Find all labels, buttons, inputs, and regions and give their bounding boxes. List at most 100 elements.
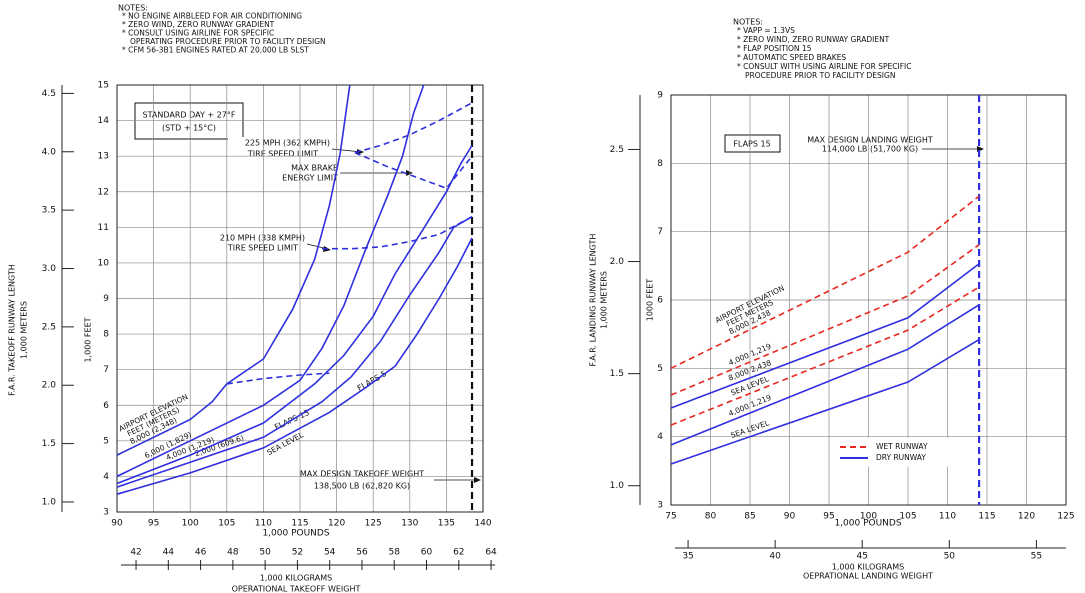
label-bg bbox=[192, 232, 307, 254]
note: * VAPP = 1.3VS bbox=[737, 26, 795, 35]
y-tick-label: 6 bbox=[657, 296, 663, 306]
note: * ZERO WIND, ZERO RUNWAY GRADIENT bbox=[737, 35, 890, 44]
x-axis-title: 1,000 POUNDS bbox=[262, 529, 329, 539]
x2-tick-label: 55 bbox=[1031, 552, 1042, 562]
limit-label: TIRE SPEED LIMIT bbox=[247, 150, 318, 159]
x-tick-label: 140 bbox=[474, 519, 491, 529]
x2-tick-label: 48 bbox=[227, 548, 239, 558]
condition-box bbox=[724, 134, 781, 153]
x-tick-label: 90 bbox=[784, 512, 796, 522]
condition-label: (STD + 15°C) bbox=[162, 124, 216, 133]
x2-tick-label: 58 bbox=[389, 548, 401, 558]
limit-label: 225 MPH (362 KMPH) bbox=[245, 139, 330, 148]
x-tick-label: 75 bbox=[665, 512, 676, 522]
y-tick-label: 6 bbox=[103, 401, 109, 411]
y-tick-label: 13 bbox=[98, 152, 109, 162]
flaps-label: FLAPS 5 bbox=[356, 369, 388, 393]
arrowhead bbox=[474, 477, 481, 483]
x2-axis-title: 1,000 KILOGRAMS bbox=[260, 574, 332, 583]
x-tick-label: 110 bbox=[939, 512, 956, 522]
y-axis-title: 1000 FEET bbox=[646, 279, 655, 322]
legend-label: WET RUNWAY bbox=[876, 442, 928, 451]
note: PROCEDURE PRIOR TO FACILITY DESIGN bbox=[745, 71, 895, 80]
limit-line bbox=[354, 151, 473, 190]
x2-axis-title: 1,000 KILOGRAMS bbox=[832, 563, 904, 572]
max-weight-label: 114,000 LB (51,700 KG) bbox=[822, 145, 918, 154]
x2-tick-label: 60 bbox=[421, 548, 433, 558]
max-weight-label: MAX DESIGN TAKEOFF WEIGHT bbox=[300, 470, 424, 479]
x-tick-label: 100 bbox=[182, 519, 199, 529]
x2-tick-label: 46 bbox=[195, 548, 207, 558]
limit-line bbox=[322, 215, 473, 250]
x2-tick-label: 50 bbox=[259, 548, 271, 558]
plot-frame bbox=[670, 94, 1067, 506]
y2-tick-label: 1.5 bbox=[610, 369, 624, 379]
y-axis-title: 1,000 FEET bbox=[84, 317, 93, 362]
x-axis-title: 1,000 POUNDS bbox=[834, 519, 901, 529]
y-tick-label: 7 bbox=[657, 227, 663, 237]
limit-line bbox=[226, 372, 330, 385]
y-tick-label: 7 bbox=[103, 365, 109, 375]
x-tick-label: 135 bbox=[438, 519, 455, 529]
x2-tick-label: 35 bbox=[682, 552, 693, 562]
y-tick-label: 3 bbox=[657, 501, 663, 511]
runway-line bbox=[670, 244, 980, 396]
x-tick-label: 110 bbox=[255, 519, 272, 529]
y-tick-label: 4 bbox=[657, 432, 663, 442]
elevation-line bbox=[116, 216, 473, 488]
x-tick-label: 80 bbox=[705, 512, 717, 522]
x2-tick-label: 42 bbox=[130, 548, 141, 558]
y2-axis-title: F.A.R. TAKEOFF RUNWAY LENGTH bbox=[8, 264, 17, 396]
note: * CFM 56-3B1 ENGINES RATED AT 20,000 LB … bbox=[122, 46, 309, 55]
x-tick-label: 105 bbox=[899, 512, 916, 522]
condition-label: STANDARD DAY + 27°F bbox=[143, 111, 236, 120]
x2-tick-label: 62 bbox=[453, 548, 464, 558]
note: OPERATING PROCEDURE PRIOR TO FACILITY DE… bbox=[130, 37, 326, 46]
y-tick-label: 11 bbox=[98, 223, 109, 233]
note: * NO ENGINE AIRBLEED FOR AIR CONDITIONIN… bbox=[122, 12, 302, 21]
notes-title: NOTES: bbox=[118, 4, 148, 13]
y-tick-label: 15 bbox=[98, 81, 109, 91]
x2-tick-label: 52 bbox=[292, 548, 303, 558]
x-tick-label: 105 bbox=[218, 519, 235, 529]
note: * AUTOMATIC SPEED BRAKES bbox=[737, 53, 846, 62]
y-tick-label: 10 bbox=[98, 258, 110, 268]
y-tick-label: 9 bbox=[103, 294, 109, 304]
y2-axis-title: 1,000 METERS bbox=[600, 271, 609, 329]
runway-line bbox=[670, 263, 980, 409]
runway-line bbox=[670, 338, 980, 465]
x2-axis-title: OPERATIONAL TAKEOFF WEIGHT bbox=[232, 585, 361, 593]
runway-line bbox=[670, 286, 980, 426]
note: * ZERO WIND, ZERO RUNWAY GRADIENT bbox=[122, 20, 275, 29]
x2-tick-label: 64 bbox=[485, 548, 497, 558]
y2-tick-label: 2.5 bbox=[42, 322, 56, 332]
y-tick-label: 5 bbox=[103, 436, 109, 446]
x-tick-label: 125 bbox=[365, 519, 382, 529]
y2-tick-label: 1.0 bbox=[610, 481, 625, 491]
x-tick-label: 130 bbox=[401, 519, 418, 529]
max-weight-label: 138,500 LB (62,820 KG) bbox=[314, 482, 410, 491]
max-weight-label: MAX DESIGN LANDING WEIGHT bbox=[807, 136, 933, 145]
x2-axis-title: OEPRATIONAL LANDING WEIGHT bbox=[803, 572, 933, 581]
y2-tick-label: 4.5 bbox=[42, 89, 56, 99]
runway-line bbox=[670, 304, 980, 446]
y-tick-label: 9 bbox=[657, 91, 663, 101]
note: * CONSULT WITH USING AIRLINE FOR SPECIFI… bbox=[737, 62, 911, 71]
y2-tick-label: 2.0 bbox=[42, 381, 57, 391]
y2-tick-label: 2.5 bbox=[610, 145, 624, 155]
elevation-line bbox=[116, 84, 351, 456]
limit-label: TIRE SPEED LIMIT bbox=[227, 244, 298, 253]
note: * CONSULT USING AIRLINE FOR SPECIFIC bbox=[122, 29, 274, 38]
runway-line bbox=[670, 195, 980, 370]
y2-tick-label: 2.0 bbox=[610, 257, 625, 267]
elevation-line bbox=[116, 145, 473, 485]
limit-label: MAX BRAKE bbox=[291, 164, 338, 173]
x2-tick-label: 56 bbox=[356, 548, 368, 558]
condition-box bbox=[134, 102, 244, 140]
x2-tick-label: 54 bbox=[324, 548, 336, 558]
elevation-line bbox=[116, 84, 425, 478]
x-tick-label: 120 bbox=[328, 519, 345, 529]
condition-label: FLAPS 15 bbox=[733, 140, 770, 149]
x-tick-label: 120 bbox=[1018, 512, 1035, 522]
